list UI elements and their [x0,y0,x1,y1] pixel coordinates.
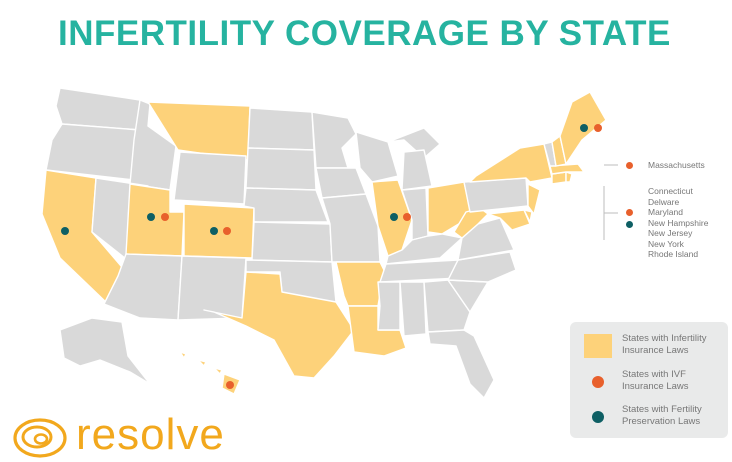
state-michigan [387,127,441,159]
state-hawaii [179,351,187,359]
state-arkansas [335,261,385,307]
state-maryland [487,209,531,231]
state-massachusetts [549,163,585,175]
state-texas [203,271,355,379]
fertility-preservation-marker [61,227,69,235]
callout-state: New Hampshire [648,217,709,228]
state-michigan [401,149,433,191]
fertility-preservation-marker [580,124,588,132]
resolve-wordmark: resolve [76,410,225,459]
callout-dot-fertility-preservation [626,221,633,228]
state-north-carolina [447,251,517,283]
legend-dot-fertility-preservation [592,411,604,423]
fertility-preservation-marker [390,213,398,221]
fertility-preservation-marker [147,213,155,221]
state-wisconsin [355,131,399,183]
state-hawaii [213,367,223,375]
state-rhode-island [565,171,573,183]
callout-dot-ivf [626,209,633,216]
legend: States with Infertility Insurance Laws S… [570,322,728,438]
callout-state: Delware [648,196,680,207]
legend-item-ivf: States with IVF Insurance Laws [570,366,728,400]
callout-massachusetts-label: Massachusetts [648,160,705,170]
legend-swatch [584,334,612,358]
legend-label: States with Infertility Insurance Laws [622,333,707,356]
state-kansas [251,221,333,263]
state-hawaii [197,359,207,367]
state-kentucky [385,233,463,265]
state-minnesota [311,111,357,169]
state-north-dakota [247,107,315,151]
callout-state: Rhode Island [648,249,699,259]
resolve-swirl-icon [13,418,67,458]
state-alaska [59,317,151,385]
resolve-logo: resolve [10,410,270,462]
state-new-mexico [177,255,247,321]
callout-state: New York [648,238,684,249]
ivf-marker [226,381,234,389]
state-wyoming [173,151,247,205]
state-pennsylvania [463,177,529,213]
state-idaho [129,99,177,191]
fertility-preservation-marker [210,227,218,235]
ivf-marker [403,213,411,221]
map-title: INFERTILITY COVERAGE BY STATE [58,14,671,53]
state-oregon [45,123,141,181]
state-georgia [423,279,471,333]
state-new-york [469,143,553,183]
callout-state: New Jersey [648,228,693,238]
callout-state: Maryland [648,207,683,217]
state-iowa [315,167,367,199]
ivf-marker [594,124,602,132]
callout-northeast-list: Connecticut Delware Maryland New Hampshi… [648,186,708,260]
state-florida [427,329,495,399]
legend-dot-ivf [592,376,604,388]
state-washington [55,87,141,131]
legend-item-infertility: States with Infertility Insurance Laws [570,330,728,364]
ivf-marker [161,213,169,221]
state-mississippi [377,281,401,331]
legend-label: States with Fertility Preservation Laws [622,404,702,427]
state-louisiana [347,305,407,357]
legend-item-fertility-preservation: States with Fertility Preservation Laws [570,401,728,435]
legend-label: States with IVF Insurance Laws [622,369,689,392]
state-colorado [183,203,255,259]
ivf-marker [223,227,231,235]
callout-state: Connecticut [648,186,693,196]
state-nebraska [243,187,329,223]
state-new-jersey [527,183,541,215]
callout-dot-ivf [626,162,633,169]
state-alabama [399,281,427,337]
state-south-dakota [245,147,317,191]
